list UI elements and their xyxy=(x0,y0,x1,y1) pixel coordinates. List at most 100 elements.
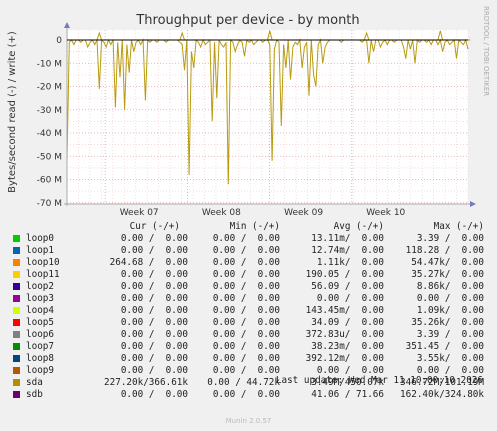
legend-avg-sda: 3.49M/450.07k xyxy=(311,377,384,388)
legend-swatch-loop11 xyxy=(13,271,20,278)
legend-header-cur: Cur (-/+) xyxy=(129,221,180,232)
legend-swatch-loop10 xyxy=(13,259,20,266)
legend-row-loop2: loop2 0.00 / 0.00 0.00 / 0.00 56.09 / 0.00 8… xyxy=(8,281,490,293)
legend-max-loop0: 3.39 / 0.00 xyxy=(416,233,484,244)
legend-row-loop5: loop5 0.00 / 0.00 0.00 / 0.00 34.09 / 0.00 3… xyxy=(8,317,490,329)
y-tick-labels: 0 -10 M -20 M -30 M -40 M -50 M -60 M -70 M xyxy=(37,36,63,209)
legend-name-loop7: loop7 xyxy=(26,341,54,352)
legend-cur-loop11: 0.00 / 0.00 xyxy=(120,269,188,280)
legend-row-sda: sda 227.20k/366.61k 0.00 / 44.72k 3.49M/450… xyxy=(8,377,490,389)
y-tick-label: -50 M xyxy=(37,152,62,162)
legend-min-sda: 0.00 / 44.72k xyxy=(207,377,280,388)
legend-swatch-loop5 xyxy=(13,319,20,326)
legend-name-loop11: loop11 xyxy=(26,269,60,280)
y-tick-label: -10 M xyxy=(37,59,62,69)
legend-name-sda: sda xyxy=(26,377,43,388)
x-tick-label: Week 07 xyxy=(120,208,159,215)
legend-swatch-sda xyxy=(13,379,20,386)
legend-min-loop2: 0.00 / 0.00 xyxy=(212,281,280,292)
legend-min-loop10: 0.00 / 0.00 xyxy=(212,257,280,268)
legend-row-loop3: loop3 0.00 / 0.00 0.00 / 0.00 0.00 / 0.00 0.… xyxy=(8,293,490,305)
y-axis-label: Bytes/second read (-) / write (+) xyxy=(7,31,18,193)
legend-cur-loop0: 0.00 / 0.00 xyxy=(120,233,188,244)
x-axis-arrow xyxy=(470,201,476,207)
legend-max-loop11: 35.27k/ 0.00 xyxy=(411,269,484,280)
x-tick-labels: Week 07 Week 08 Week 09 Week 10 xyxy=(120,208,406,215)
legend-max-loop3: 0.00 / 0.00 xyxy=(416,293,484,304)
legend-avg-loop8: 392.12m/ 0.00 xyxy=(305,353,384,364)
legend-swatch-loop7 xyxy=(13,343,20,350)
legend-name-loop9: loop9 xyxy=(26,365,54,376)
legend-name-sdb: sdb xyxy=(26,389,43,400)
legend-cur-loop4: 0.00 / 0.00 xyxy=(120,305,188,316)
legend-avg-loop10: 1.11k/ 0.00 xyxy=(316,257,384,268)
legend-row-loop7: loop7 0.00 / 0.00 0.00 / 0.00 38.23m/ 0.00 3… xyxy=(8,341,490,353)
legend-avg-loop1: 12.74m/ 0.00 xyxy=(311,245,384,256)
legend-avg-loop6: 372.83u/ 0.00 xyxy=(305,329,384,340)
legend-name-loop0: loop0 xyxy=(26,233,54,244)
legend-min-sdb: 0.00 / 0.00 xyxy=(212,389,280,400)
legend-name-loop5: loop5 xyxy=(26,317,54,328)
legend-avg-loop7: 38.23m/ 0.00 xyxy=(311,341,384,352)
legend-swatch-loop0 xyxy=(13,235,20,242)
legend-avg-loop9: 0.00 / 0.00 xyxy=(316,365,384,376)
legend-name-loop3: loop3 xyxy=(26,293,54,304)
legend-min-loop5: 0.00 / 0.00 xyxy=(212,317,280,328)
y-tick-label: -40 M xyxy=(37,129,62,139)
legend-min-loop3: 0.00 / 0.00 xyxy=(212,293,280,304)
legend-swatch-loop8 xyxy=(13,355,20,362)
legend-swatch-loop9 xyxy=(13,367,20,374)
legend-row-loop11: loop11 0.00 / 0.00 0.00 / 0.00 190.05 / 0.0… xyxy=(8,269,490,281)
legend-avg-loop4: 143.45m/ 0.00 xyxy=(305,305,384,316)
legend-swatch-loop4 xyxy=(13,307,20,314)
plot-area xyxy=(67,30,468,204)
legend-name-loop2: loop2 xyxy=(26,281,54,292)
legend-swatch-loop1 xyxy=(13,247,20,254)
legend-cur-loop7: 0.00 / 0.00 xyxy=(120,341,188,352)
legend-swatch-loop3 xyxy=(13,295,20,302)
legend-min-loop6: 0.00 / 0.00 xyxy=(212,329,280,340)
legend-max-loop5: 35.26k/ 0.00 xyxy=(411,317,484,328)
y-tick-label: 0 xyxy=(56,36,62,46)
legend-cur-loop6: 0.00 / 0.00 xyxy=(120,329,188,340)
legend-cur-loop10: 264.68 / 0.00 xyxy=(109,257,188,268)
legend-header-max: Max (-/+) xyxy=(433,221,484,232)
legend-header-avg: Avg (-/+) xyxy=(333,221,384,232)
legend-name-loop1: loop1 xyxy=(26,245,54,256)
legend-avg-loop0: 13.11m/ 0.00 xyxy=(311,233,384,244)
legend-avg-loop11: 190.05 / 0.00 xyxy=(305,269,384,280)
legend-header-min: Min (-/+) xyxy=(229,221,280,232)
legend-swatch-loop2 xyxy=(13,283,20,290)
legend-min-loop7: 0.00 / 0.00 xyxy=(212,341,280,352)
legend-cur-loop5: 0.00 / 0.00 xyxy=(120,317,188,328)
legend-cur-loop2: 0.00 / 0.00 xyxy=(120,281,188,292)
legend-max-loop1: 118.28 / 0.00 xyxy=(405,245,484,256)
y-tick-label: -20 M xyxy=(37,83,62,93)
legend-max-loop9: 0.00 / 0.00 xyxy=(416,365,484,376)
rrdtool-credit: RRDTOOL / TOBI OETIKER xyxy=(482,6,490,96)
legend-row-loop10: loop10 264.68 / 0.00 0.00 / 0.00 1.11k/ 0.0… xyxy=(8,257,490,269)
legend-min-loop1: 0.00 / 0.00 xyxy=(212,245,280,256)
legend-max-loop8: 3.55k/ 0.00 xyxy=(416,353,484,364)
legend-cur-loop8: 0.00 / 0.00 xyxy=(120,353,188,364)
legend-row-loop6: loop6 0.00 / 0.00 0.00 / 0.00 372.83u/ 0.00… xyxy=(8,329,490,341)
legend-cur-sdb: 0.00 / 0.00 xyxy=(120,389,188,400)
x-tick-label: Week 09 xyxy=(284,208,323,215)
legend-row-sdb: sdb 0.00 / 0.00 0.00 / 0.00 41.06 / 71.66 16… xyxy=(8,389,490,401)
legend-cur-loop1: 0.00 / 0.00 xyxy=(120,245,188,256)
legend-row-loop0: loop0 0.00 / 0.00 0.00 / 0.00 13.11m/ 0.00 3… xyxy=(8,233,490,245)
last-update: Last update: Wed Mar 11 10:00:10 2026 xyxy=(275,375,483,386)
legend-min-loop9: 0.00 / 0.00 xyxy=(212,365,280,376)
chart-title: Throughput per device - by month xyxy=(135,13,359,28)
legend-cur-loop3: 0.00 / 0.00 xyxy=(120,293,188,304)
legend-max-loop4: 1.09k/ 0.00 xyxy=(416,305,484,316)
legend-swatch-sdb xyxy=(13,391,20,398)
legend-max-sda: 346.72M/101.19M xyxy=(400,377,484,388)
legend-min-loop11: 0.00 / 0.00 xyxy=(212,269,280,280)
legend-avg-loop2: 56.09 / 0.00 xyxy=(311,281,384,292)
legend-row-loop9: loop9 0.00 / 0.00 0.00 / 0.00 0.00 / 0.00 0.… xyxy=(8,365,490,377)
legend-cur-loop9: 0.00 / 0.00 xyxy=(120,365,188,376)
legend-row-loop1: loop1 0.00 / 0.00 0.00 / 0.00 12.74m/ 0.00 1… xyxy=(8,245,490,257)
legend-max-loop10: 54.47k/ 0.00 xyxy=(411,257,484,268)
legend-name-loop6: loop6 xyxy=(26,329,54,340)
